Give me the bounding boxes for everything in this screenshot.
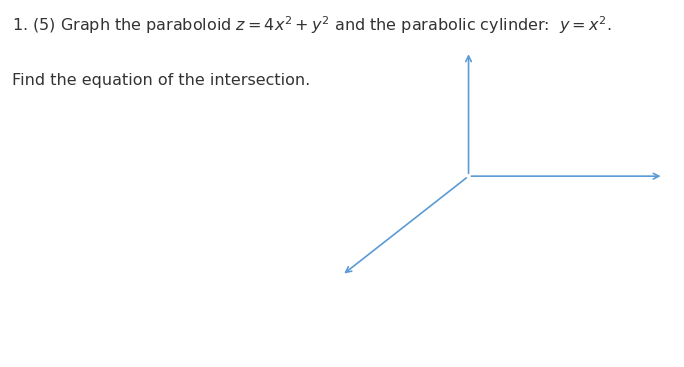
Text: Find the equation of the intersection.: Find the equation of the intersection. — [12, 73, 311, 88]
Text: 1. (5) Graph the paraboloid $z = 4x^2 + y^2$ and the parabolic cylinder:  $y = x: 1. (5) Graph the paraboloid $z = 4x^2 + … — [12, 15, 612, 36]
